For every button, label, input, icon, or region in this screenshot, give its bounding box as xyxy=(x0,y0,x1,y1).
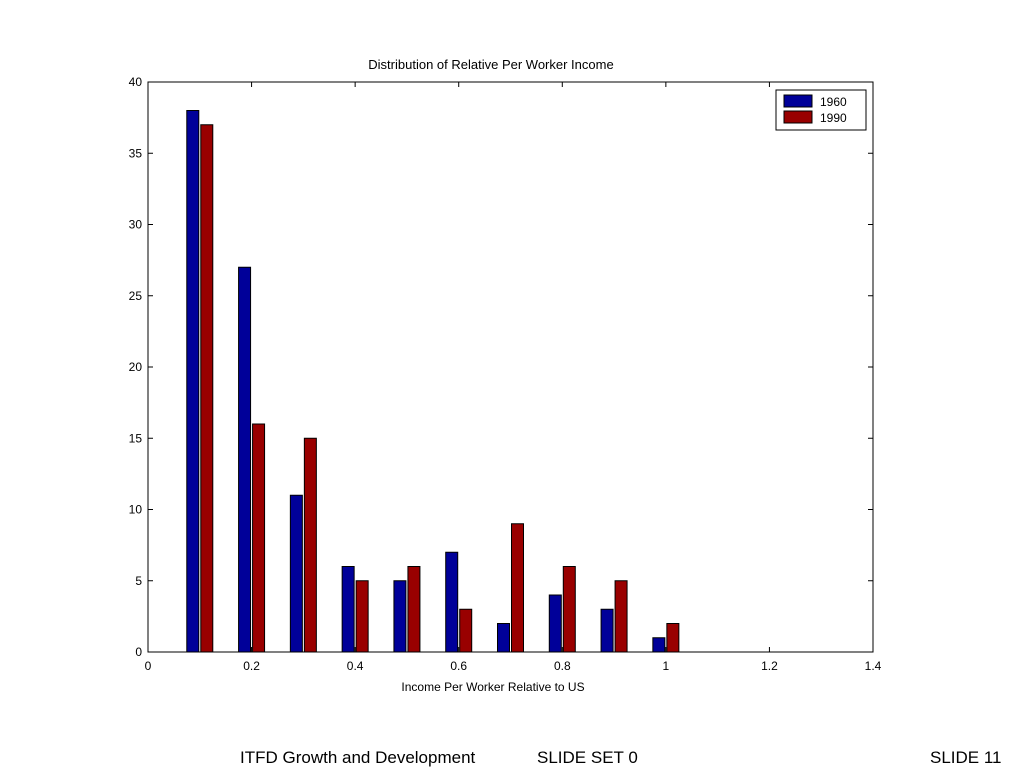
footer-slide-set: SLIDE SET 0 xyxy=(537,748,638,767)
bar-1990-6 xyxy=(511,523,524,653)
tick-labels: 0 0.2 0.4 0.6 0.8 1 1.2 1.4 0 5 10 15 20 25 30 35 40 xyxy=(129,75,882,673)
y-tick-label: 0 xyxy=(135,645,142,659)
bar-1960-7 xyxy=(548,594,562,653)
x-axis-label: Income Per Worker Relative to US xyxy=(401,680,584,694)
bar-1990-5 xyxy=(459,608,473,653)
legend-swatch-1960 xyxy=(783,94,813,108)
x-tick-label: 1 xyxy=(663,659,670,673)
bar-1960-0 xyxy=(186,110,200,653)
bar-1960-4 xyxy=(393,580,407,653)
y-tick-label: 15 xyxy=(129,431,143,445)
bar-1990-0 xyxy=(200,124,214,653)
bar-1960-6 xyxy=(497,623,510,653)
chart-title: Distribution of Relative Per Worker Inco… xyxy=(368,57,613,72)
legend: 1960 1990 xyxy=(775,89,867,131)
bar-1960-2 xyxy=(289,494,303,653)
bar-1990-1 xyxy=(252,423,266,653)
x-tick-label: 0 xyxy=(145,659,152,673)
footer-slide-number: SLIDE 11 xyxy=(930,748,1002,767)
y-tick-label: 20 xyxy=(129,360,143,374)
bar-1990-2 xyxy=(303,437,317,653)
x-tick-label: 1.2 xyxy=(761,659,778,673)
footer-course-title: ITFD Growth and Development xyxy=(240,748,476,767)
legend-label-1960: 1960 xyxy=(820,95,847,109)
bar-1960-9 xyxy=(652,637,666,653)
y-tick-label: 35 xyxy=(129,146,143,160)
bar-1990-3 xyxy=(355,580,369,653)
y-tick-label: 30 xyxy=(129,218,143,232)
bar-chart: Distribution of Relative Per Worker Inco… xyxy=(129,57,882,694)
bar-1990-4 xyxy=(407,566,421,653)
x-tick-label: 1.4 xyxy=(865,659,882,673)
bar-1990-8 xyxy=(614,580,628,653)
x-tick-label: 0.2 xyxy=(243,659,260,673)
bar-1960-8 xyxy=(600,608,614,653)
y-tick-label: 40 xyxy=(129,75,143,89)
plot-area xyxy=(147,81,874,653)
y-tick-label: 5 xyxy=(135,574,142,588)
axis-ticks xyxy=(147,81,874,653)
x-tick-label: 0.4 xyxy=(347,659,364,673)
bar-series xyxy=(186,110,680,653)
x-tick-label: 0.8 xyxy=(554,659,571,673)
bar-1960-3 xyxy=(341,566,355,653)
legend-label-1990: 1990 xyxy=(820,111,847,125)
bar-1990-9 xyxy=(666,623,680,653)
y-tick-label: 25 xyxy=(129,289,143,303)
bar-1990-7 xyxy=(562,566,576,653)
bar-1960-5 xyxy=(445,551,459,653)
x-tick-label: 0.6 xyxy=(450,659,467,673)
y-tick-label: 10 xyxy=(129,503,143,517)
legend-swatch-1990 xyxy=(783,110,813,124)
bar-1960-1 xyxy=(238,266,252,653)
